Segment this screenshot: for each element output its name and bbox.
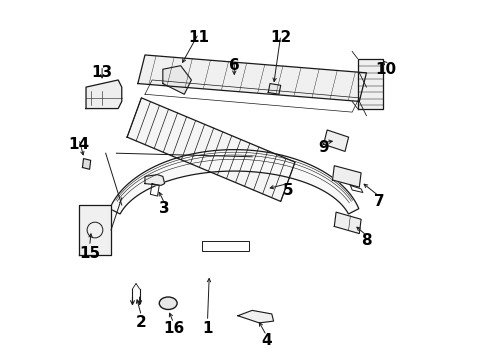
Polygon shape bbox=[334, 212, 361, 234]
Text: 15: 15 bbox=[79, 246, 100, 261]
Text: 12: 12 bbox=[270, 30, 292, 45]
Polygon shape bbox=[333, 166, 361, 187]
Text: 11: 11 bbox=[188, 30, 209, 45]
Polygon shape bbox=[86, 80, 122, 109]
Text: 13: 13 bbox=[92, 65, 113, 80]
Polygon shape bbox=[238, 310, 273, 323]
Text: 8: 8 bbox=[361, 233, 372, 248]
Polygon shape bbox=[358, 59, 383, 109]
Text: 14: 14 bbox=[68, 137, 90, 152]
Polygon shape bbox=[323, 130, 348, 152]
Text: 4: 4 bbox=[261, 333, 272, 348]
Bar bbox=[202, 242, 248, 251]
Polygon shape bbox=[79, 205, 111, 255]
Text: 10: 10 bbox=[375, 62, 397, 77]
Text: 16: 16 bbox=[163, 321, 184, 336]
Text: 7: 7 bbox=[374, 194, 384, 209]
Text: 2: 2 bbox=[136, 315, 147, 330]
Text: 1: 1 bbox=[202, 321, 213, 336]
Text: 3: 3 bbox=[159, 201, 170, 216]
Polygon shape bbox=[82, 158, 91, 169]
Polygon shape bbox=[127, 98, 295, 202]
Polygon shape bbox=[110, 150, 359, 214]
Text: 5: 5 bbox=[283, 183, 293, 198]
Polygon shape bbox=[138, 55, 367, 102]
Polygon shape bbox=[268, 84, 281, 94]
Ellipse shape bbox=[159, 297, 177, 310]
Text: 9: 9 bbox=[318, 140, 329, 156]
Polygon shape bbox=[163, 66, 192, 94]
Text: 6: 6 bbox=[229, 58, 240, 73]
Polygon shape bbox=[145, 175, 165, 185]
